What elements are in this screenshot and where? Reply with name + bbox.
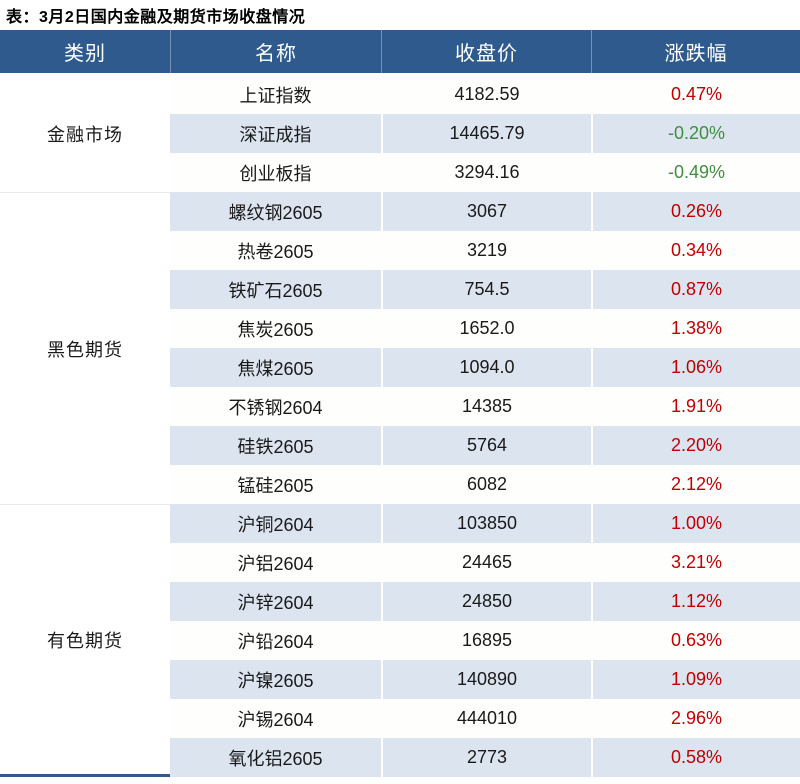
table-header-row: 类别 名称 收盘价 涨跌幅 [0, 30, 800, 75]
change-cell: 0.58% [591, 738, 800, 777]
change-cell: 1.12% [591, 582, 800, 621]
close-cell: 24465 [381, 543, 591, 582]
header-category: 类别 [64, 43, 106, 65]
name-cell: 氧化铝2605 [170, 738, 381, 777]
name-cell: 上证指数 [170, 75, 381, 114]
name-cell: 沪铅2604 [170, 621, 381, 660]
close-cell: 1094.0 [381, 348, 591, 387]
table-body: 金融市场 上证指数 4182.59 0.47% 深证成指 14465.79 -0.20% 创业… [0, 75, 800, 777]
market-table: 类别 名称 收盘价 涨跌幅 金融市场 上证指数 4182.59 0.47% 深证成指 14… [0, 30, 800, 777]
close-cell: 140890 [381, 660, 591, 699]
name-cell: 锰硅2605 [170, 465, 381, 504]
change-cell: 0.34% [591, 231, 800, 270]
change-cell: 1.38% [591, 309, 800, 348]
change-cell: -0.20% [591, 114, 800, 153]
name-cell: 沪锡2604 [170, 699, 381, 738]
change-cell: 2.96% [591, 699, 800, 738]
close-cell: 103850 [381, 504, 591, 543]
header-name: 名称 [170, 30, 381, 73]
close-cell: 5764 [381, 426, 591, 465]
name-cell: 不锈钢2604 [170, 387, 381, 426]
change-cell: 0.63% [591, 621, 800, 660]
change-cell: 1.09% [591, 660, 800, 699]
category-cell: 金融市场 [0, 75, 170, 192]
change-cell: 1.06% [591, 348, 800, 387]
name-cell: 铁矿石2605 [170, 270, 381, 309]
change-cell: 2.12% [591, 465, 800, 504]
change-cell: 1.91% [591, 387, 800, 426]
close-cell: 16895 [381, 621, 591, 660]
name-cell: 沪铝2604 [170, 543, 381, 582]
change-cell: 3.21% [591, 543, 800, 582]
name-cell: 硅铁2605 [170, 426, 381, 465]
close-cell: 4182.59 [381, 75, 591, 114]
change-cell: -0.49% [591, 153, 800, 192]
category-cell: 有色期货 [0, 504, 170, 777]
name-cell: 螺纹钢2605 [170, 192, 381, 231]
close-cell: 14385 [381, 387, 591, 426]
close-cell: 6082 [381, 465, 591, 504]
close-cell: 3219 [381, 231, 591, 270]
name-cell: 焦煤2605 [170, 348, 381, 387]
change-cell: 1.00% [591, 504, 800, 543]
close-cell: 754.5 [381, 270, 591, 309]
change-cell: 0.26% [591, 192, 800, 231]
change-cell: 2.20% [591, 426, 800, 465]
close-cell: 1652.0 [381, 309, 591, 348]
name-cell: 深证成指 [170, 114, 381, 153]
name-cell: 热卷2605 [170, 231, 381, 270]
header-change-percent: 涨跌幅 [591, 30, 800, 73]
close-cell: 2773 [381, 738, 591, 777]
name-cell: 创业板指 [170, 153, 381, 192]
close-cell: 444010 [381, 699, 591, 738]
name-cell: 沪锌2604 [170, 582, 381, 621]
header-close-price: 收盘价 [381, 30, 591, 73]
category-cell: 黑色期货 [0, 192, 170, 504]
change-cell: 0.47% [591, 75, 800, 114]
close-cell: 14465.79 [381, 114, 591, 153]
close-cell: 3294.16 [381, 153, 591, 192]
name-cell: 沪镍2605 [170, 660, 381, 699]
name-cell: 焦炭2605 [170, 309, 381, 348]
change-cell: 0.87% [591, 270, 800, 309]
name-cell: 沪铜2604 [170, 504, 381, 543]
close-cell: 24850 [381, 582, 591, 621]
close-cell: 3067 [381, 192, 591, 231]
table-title: 表：3月2日国内金融及期货市场收盘情况 [6, 9, 306, 26]
